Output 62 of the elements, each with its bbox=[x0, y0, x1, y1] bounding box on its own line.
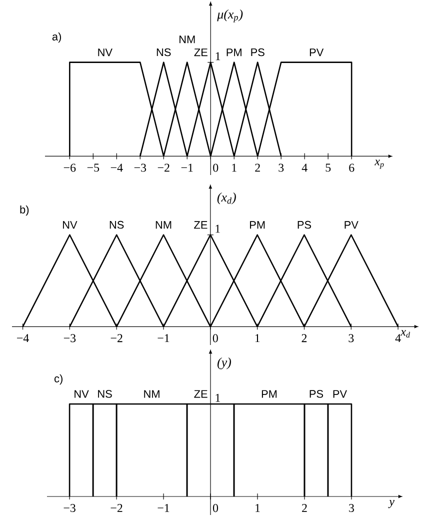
x-tick-label: −3 bbox=[134, 164, 146, 172]
series-label: PV bbox=[333, 390, 347, 398]
chart-title: b) bbox=[20, 205, 29, 216]
series-label: PS bbox=[251, 48, 264, 56]
x-tick-label: 0 bbox=[212, 504, 218, 512]
x-tick-label: −1 bbox=[158, 504, 170, 512]
x-tick-label: −2 bbox=[158, 164, 170, 172]
series-label: PV bbox=[344, 221, 358, 229]
x-tick-label: −4 bbox=[17, 334, 29, 342]
series-label: NM bbox=[180, 36, 195, 44]
x-tick-label: −5 bbox=[87, 164, 100, 172]
series-label: PS bbox=[310, 390, 324, 398]
series-label: NS bbox=[110, 220, 124, 229]
text: 1 bbox=[216, 224, 220, 233]
x-tick-label: −3 bbox=[64, 504, 76, 512]
x-axis-title: x$_{d}$ bbox=[400, 330, 410, 338]
series-label: PV bbox=[310, 48, 324, 56]
x-tick-label: 1 bbox=[256, 504, 260, 512]
x-tick-label: 2 bbox=[302, 504, 307, 512]
y-axis-title: (y) bbox=[217, 358, 232, 370]
series-label: ZE bbox=[194, 390, 208, 398]
text: 1 bbox=[216, 52, 220, 60]
x-axis-title: y bbox=[388, 500, 394, 508]
chart-title: c) bbox=[54, 374, 62, 385]
x-tick-label: −2 bbox=[110, 334, 122, 342]
y-axis-title: (x$_{d}$) bbox=[217, 192, 236, 204]
x-tick-label: 3 bbox=[278, 164, 284, 172]
series-label: NM bbox=[156, 221, 172, 229]
y-axis-title: μ(x$_{p}$) bbox=[217, 10, 243, 22]
series-label: NM bbox=[144, 390, 160, 398]
x-tick-label: −2 bbox=[110, 504, 122, 512]
text: 1 bbox=[216, 394, 220, 402]
x-tick-label: −6 bbox=[64, 164, 76, 172]
x-axis-title: x$_{p}$ bbox=[374, 160, 384, 169]
series-label: NS bbox=[98, 390, 112, 398]
series-label: NV bbox=[98, 48, 112, 56]
series-label: ZE bbox=[194, 48, 208, 56]
x-tick-label: 3 bbox=[349, 504, 354, 512]
x-tick-label: 6 bbox=[349, 164, 354, 172]
chart-title: a) bbox=[52, 32, 62, 43]
x-tick-label: 2 bbox=[255, 164, 260, 172]
series-label: PM bbox=[250, 221, 265, 229]
x-tick-label: −4 bbox=[110, 164, 123, 172]
x-tick-label: 0 bbox=[213, 164, 218, 172]
series-label: NS bbox=[156, 48, 171, 56]
series-label: PS bbox=[298, 220, 312, 229]
series-label: PM bbox=[262, 390, 277, 398]
x-tick-label: −3 bbox=[64, 334, 76, 342]
x-tick-label: 3 bbox=[348, 334, 354, 342]
x-tick-label: 4 bbox=[302, 164, 308, 172]
x-tick-label: 0 bbox=[212, 334, 218, 342]
series-label: NV bbox=[62, 221, 78, 229]
series-label: ZE bbox=[194, 221, 208, 229]
x-tick-label: 2 bbox=[302, 334, 307, 342]
x-tick-label: −1 bbox=[181, 164, 193, 172]
x-tick-label: 5 bbox=[326, 164, 331, 172]
series-label: PM bbox=[226, 48, 242, 56]
x-tick-label: 4 bbox=[395, 334, 401, 342]
x-tick-label: −1 bbox=[158, 334, 170, 342]
series-label: NV bbox=[74, 390, 89, 398]
x-tick-label: 1 bbox=[232, 164, 236, 172]
x-tick-label: 1 bbox=[255, 334, 260, 342]
